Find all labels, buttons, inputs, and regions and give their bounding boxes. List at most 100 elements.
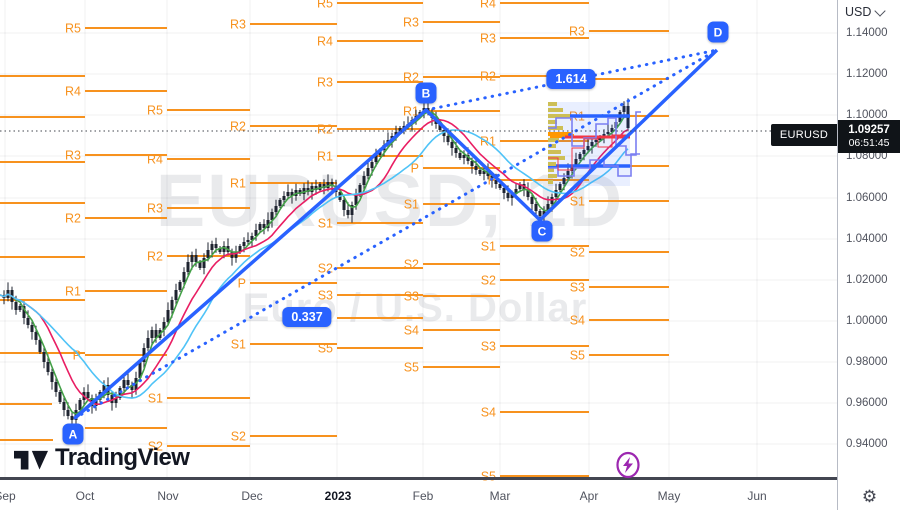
price-axis-label: 1.06000 (846, 192, 888, 204)
svg-text:R3: R3 (317, 76, 333, 90)
gear-icon[interactable]: ⚙ (861, 487, 878, 506)
time-axis[interactable]: Sep Oct Nov Dec 2023 Feb Mar Apr May Jun (0, 483, 900, 510)
time-axis-label: Sep (0, 489, 16, 503)
svg-text:S2: S2 (404, 258, 419, 272)
svg-text:S1: S1 (404, 198, 419, 212)
svg-text:R2: R2 (317, 123, 333, 137)
svg-text:R2: R2 (230, 120, 246, 134)
svg-text:P: P (238, 277, 246, 291)
time-axis-label: Apr (579, 489, 599, 503)
svg-text:S1: S1 (318, 217, 333, 231)
chart-bottom-separator (0, 477, 900, 480)
svg-text:S1: S1 (231, 338, 246, 352)
price-axis-label: 1.00000 (846, 315, 888, 327)
svg-text:S4: S4 (481, 406, 496, 420)
grid-layer (0, 0, 837, 478)
ma-line-fast (0, 111, 628, 415)
pattern-point-label-D[interactable]: D (707, 21, 729, 43)
svg-text:R4: R4 (317, 35, 333, 49)
svg-text:R2: R2 (403, 71, 419, 85)
price-axis-label: 1.02000 (846, 274, 888, 286)
svg-text:R1: R1 (403, 105, 419, 119)
svg-text:S5: S5 (404, 361, 419, 375)
time-axis-label: 2023 (324, 489, 352, 503)
svg-text:R2: R2 (480, 70, 496, 84)
ma-line-slow (0, 129, 629, 399)
price-axis-label: 1.14000 (846, 27, 888, 39)
symbol-price-tag: EURUSD (771, 124, 837, 146)
time-axis-label: Jun (747, 489, 767, 503)
price-axis-label: 1.10000 (846, 109, 888, 121)
svg-text:S1: S1 (481, 240, 496, 254)
svg-text:S4: S4 (404, 324, 419, 338)
price-axis-label: 0.98000 (846, 356, 888, 368)
svg-text:R3: R3 (147, 202, 163, 216)
svg-text:S2: S2 (148, 440, 163, 454)
svg-text:R4: R4 (147, 153, 163, 167)
price-axis-label: 0.94000 (846, 438, 888, 450)
tradingview-logo-text: TradingView (55, 444, 190, 471)
svg-text:S3: S3 (481, 340, 496, 354)
axis-settings-corner: ⚙ (837, 483, 900, 510)
svg-text:S3: S3 (404, 290, 419, 304)
price-axis-label: 1.12000 (846, 68, 888, 80)
price-axis-label: 1.04000 (846, 233, 888, 245)
svg-text:R3: R3 (65, 149, 81, 163)
drawings-layer[interactable] (548, 102, 641, 186)
svg-text:S4: S4 (570, 314, 585, 328)
svg-text:S2: S2 (318, 262, 333, 276)
pattern-point-label-C[interactable]: C (531, 220, 553, 242)
svg-text:S5: S5 (318, 342, 333, 356)
time-axis-label: Nov (157, 489, 179, 503)
svg-text:S1: S1 (570, 195, 585, 209)
fib-ratio-label[interactable]: 1.614 (546, 69, 596, 89)
pattern-point-label-A[interactable]: A (62, 423, 84, 445)
svg-text:S2: S2 (570, 246, 585, 260)
svg-text:P: P (73, 349, 81, 363)
chevron-down-icon (874, 4, 887, 17)
svg-text:R4: R4 (480, 0, 496, 11)
svg-text:R1: R1 (230, 177, 246, 191)
svg-text:S5: S5 (570, 349, 585, 363)
svg-text:S2: S2 (231, 430, 246, 444)
last-price-countdown: 06:51:45 (848, 137, 890, 150)
svg-text:P: P (411, 162, 419, 176)
svg-text:R3: R3 (403, 16, 419, 30)
svg-text:S2: S2 (481, 274, 496, 288)
svg-text:R2: R2 (147, 250, 163, 264)
last-price-value: 1.09257 (848, 123, 890, 136)
svg-text:R5: R5 (147, 104, 163, 118)
last-price-axis-tag: 1.09257 06:51:45 (838, 120, 900, 153)
svg-text:R1: R1 (317, 150, 333, 164)
pattern-point-label-B[interactable]: B (415, 82, 437, 104)
svg-text:R5: R5 (317, 0, 333, 11)
svg-text:S3: S3 (570, 281, 585, 295)
abcd-pattern[interactable] (73, 48, 719, 420)
price-axis-label: 1.08000 (846, 150, 888, 162)
price-axis[interactable]: 1.14000 1.12000 1.10000 1.08000 1.06000 1.040… (837, 0, 900, 483)
fib-ratio-label[interactable]: 0.337 (282, 307, 332, 327)
price-axis-label: 0.96000 (846, 397, 888, 409)
svg-text:R3: R3 (480, 32, 496, 46)
svg-text:R4: R4 (65, 85, 81, 99)
tradingview-logo[interactable]: TradingView (14, 444, 190, 472)
time-axis-label: Feb (412, 489, 434, 503)
svg-text:R3: R3 (230, 18, 246, 32)
svg-text:S1: S1 (148, 392, 163, 406)
time-axis-label: May (657, 489, 681, 503)
svg-text:S3: S3 (318, 289, 333, 303)
time-axis-label: Mar (489, 489, 511, 503)
time-axis-label: Dec (241, 489, 263, 503)
svg-text:S5: S5 (481, 470, 496, 484)
tradingview-logo-mark (14, 450, 48, 470)
time-axis-label: Oct (75, 489, 95, 503)
ma-line-medium (0, 118, 629, 406)
currency-dropdown[interactable]: USD (845, 4, 887, 19)
svg-text:R3: R3 (569, 25, 585, 39)
lightning-icon[interactable] (615, 451, 641, 479)
svg-text:R5: R5 (65, 22, 81, 36)
svg-text:R2: R2 (65, 212, 81, 226)
currency-label: USD (845, 5, 872, 19)
